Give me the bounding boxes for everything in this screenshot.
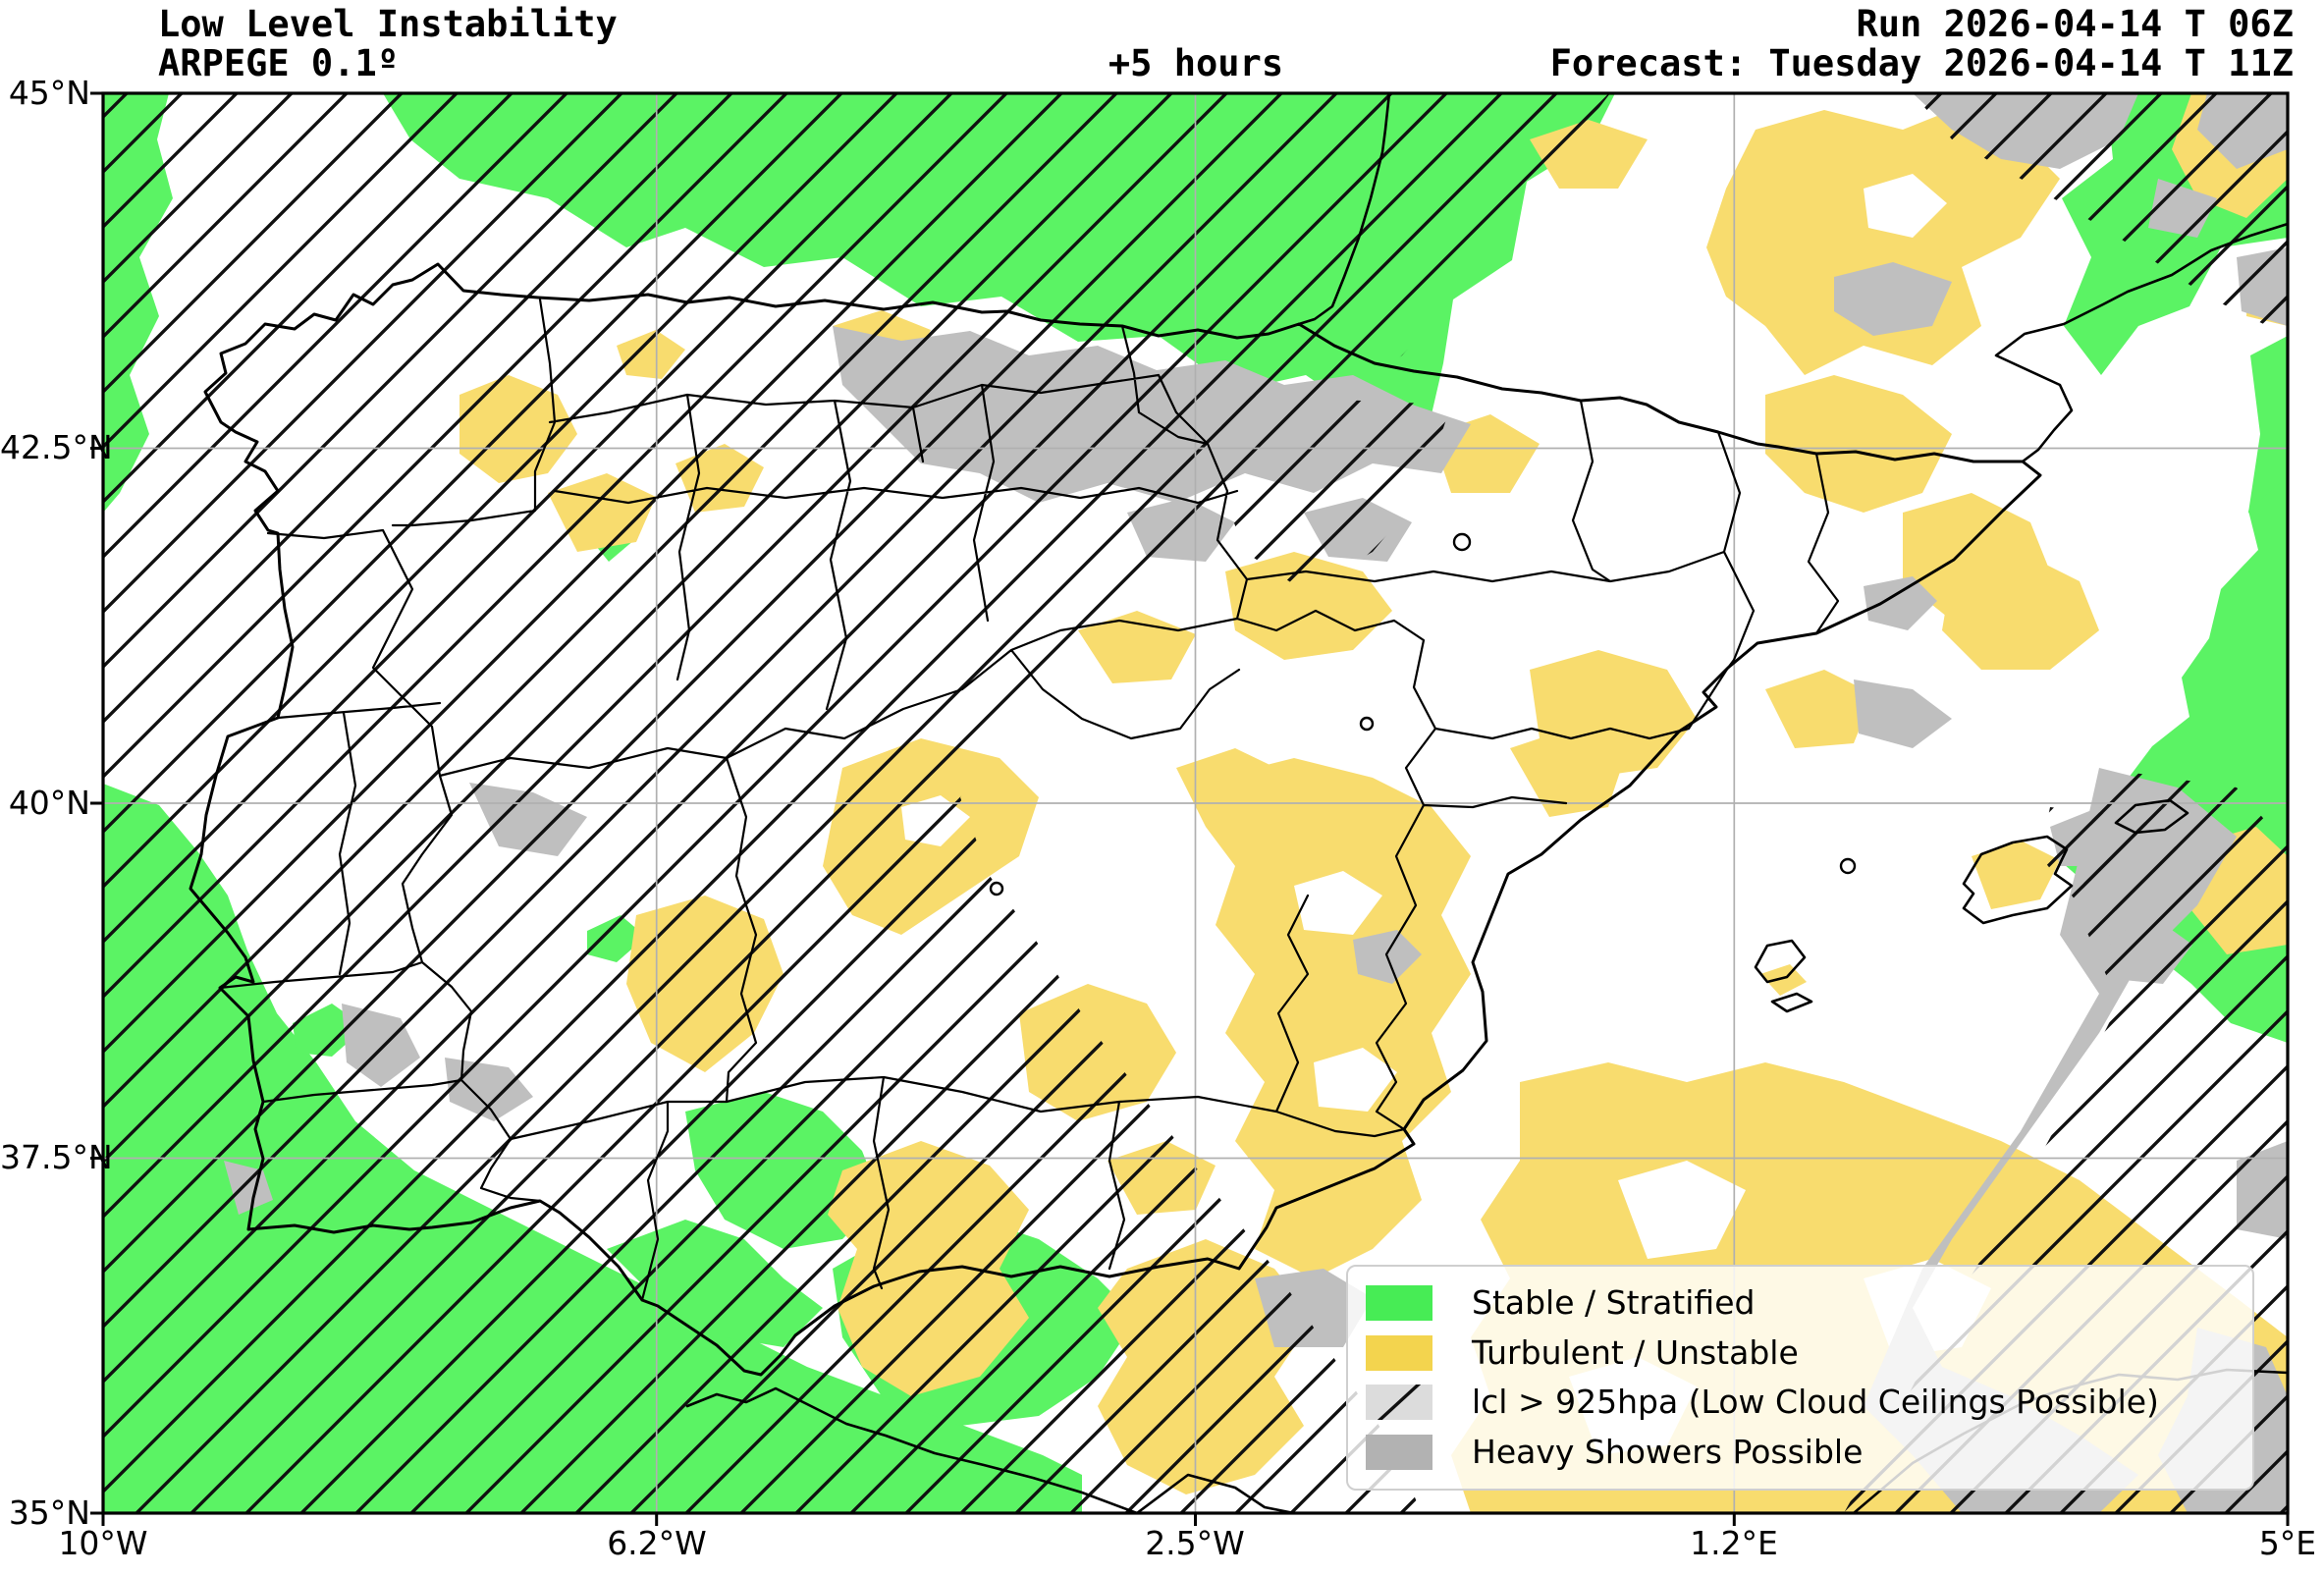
coastline-iberia — [189, 262, 2042, 1377]
model-label: ARPEGE 0.1º — [158, 42, 400, 84]
forecast-label: Forecast: Tuesday 2026-04-14 T 11Z — [1549, 42, 2294, 84]
y-tick-35n: 35°N — [8, 1494, 90, 1532]
coastline-france — [1297, 93, 2288, 463]
x-tick-5e: 5°E — [2258, 1524, 2317, 1562]
legend-item-turbulent: Turbulent / Unstable — [1366, 1329, 2235, 1378]
y-tick-40n: 40°N — [8, 784, 90, 822]
heavy-showers-swatch — [1366, 1434, 1432, 1470]
graticule — [103, 93, 2288, 1513]
legend-item-heavy-showers: Heavy Showers Possible — [1366, 1428, 2235, 1477]
y-tick-37-5n: 37.5°N — [0, 1138, 113, 1176]
legend-item-stable: Stable / Stratified — [1366, 1278, 2235, 1328]
x-tick-6-2w: 6.2°W — [607, 1524, 707, 1562]
turbulent-swatch — [1366, 1334, 1432, 1371]
legend-item-lcl: lcl > 925hpa (Low Cloud Ceilings Possibl… — [1366, 1378, 2235, 1427]
coastline-balearics — [1754, 798, 2189, 1013]
x-tick-2-5w: 2.5°W — [1145, 1524, 1245, 1562]
y-tick-45n: 45°N — [8, 74, 90, 112]
legend-label: Stable / Stratified — [1472, 1283, 1756, 1323]
stable-swatch — [1366, 1285, 1432, 1322]
x-tick-1-2e: 1.2°E — [1690, 1524, 1778, 1562]
lake-outlines — [989, 532, 1857, 896]
map-legend: Stable / Stratified Turbulent / Unstable… — [1346, 1265, 2254, 1491]
y-tick-42-5n: 42.5°N — [0, 428, 113, 466]
legend-label: Turbulent / Unstable — [1472, 1332, 1799, 1372]
run-label: Run 2026-04-14 T 06Z — [1856, 3, 2294, 45]
page-title: Low Level Instability — [158, 3, 618, 45]
legend-label: Heavy Showers Possible — [1472, 1432, 1864, 1471]
lead-time-label: +5 hours — [1108, 42, 1284, 84]
province-boundaries — [218, 298, 1840, 1302]
x-tick-10w: 10°W — [58, 1524, 148, 1562]
lcl-hatch-swatch — [1366, 1385, 1432, 1421]
axis-tick-marks — [90, 91, 2290, 1526]
legend-label: lcl > 925hpa (Low Cloud Ceilings Possibl… — [1472, 1383, 2159, 1422]
